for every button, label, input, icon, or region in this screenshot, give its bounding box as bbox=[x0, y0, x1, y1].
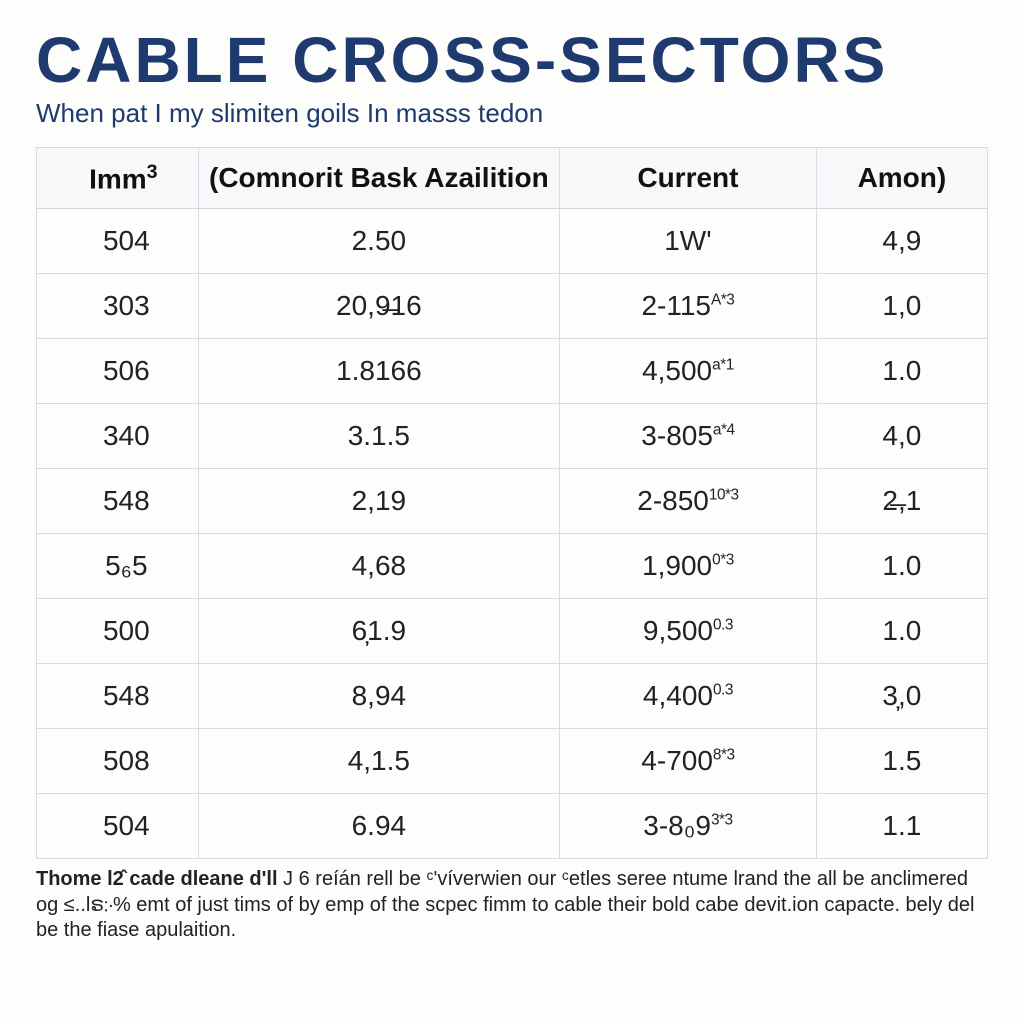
col-header-desc: (Comnorit Bask Azailition bbox=[198, 148, 559, 209]
table-row: 5488,944,4000.33̦,0 bbox=[37, 664, 988, 729]
cell-amon: 1.0 bbox=[816, 534, 987, 599]
table-row: 5₆54,681,9000*31.0 bbox=[37, 534, 988, 599]
page-title: CABLE CROSS-SECTORS bbox=[36, 28, 988, 92]
footnote: Thome l2̂ cade dleane d'll J 6 reíán rel… bbox=[36, 867, 988, 944]
cell-imm: 5₆5 bbox=[37, 534, 199, 599]
cell-desc: 20,9̶16 bbox=[198, 274, 559, 339]
page-subtitle: When pat I my slimiten goils In masss te… bbox=[36, 98, 988, 129]
cell-desc: 6̦1.9 bbox=[198, 599, 559, 664]
cell-desc: 2.50 bbox=[198, 209, 559, 274]
cell-current: 1,9000*3 bbox=[560, 534, 817, 599]
cell-current: 4-7008*3 bbox=[560, 729, 817, 794]
cell-current: 4,500a*1 bbox=[560, 339, 817, 404]
table-container: Imm3 (Comnorit Bask Azailition Current A… bbox=[36, 147, 988, 859]
cell-imm: 500 bbox=[37, 599, 199, 664]
cell-imm: 548 bbox=[37, 469, 199, 534]
cell-desc: 1.8166 bbox=[198, 339, 559, 404]
cell-imm: 504 bbox=[37, 209, 199, 274]
cell-desc: 2,19 bbox=[198, 469, 559, 534]
cell-amon: 1.5 bbox=[816, 729, 987, 794]
cell-imm: 504 bbox=[37, 794, 199, 859]
cell-imm: 508 bbox=[37, 729, 199, 794]
cell-imm: 303 bbox=[37, 274, 199, 339]
cell-current: 3-8₀93*3 bbox=[560, 794, 817, 859]
table-row: 3403.1.53-805a*44,0 bbox=[37, 404, 988, 469]
table-row: 5061.81664,500a*11.0 bbox=[37, 339, 988, 404]
cell-desc: 6.94 bbox=[198, 794, 559, 859]
cell-desc: 3.1.5 bbox=[198, 404, 559, 469]
cell-imm: 340 bbox=[37, 404, 199, 469]
page: CABLE CROSS-SECTORS When pat I my slimit… bbox=[0, 0, 1024, 1024]
cell-amon: 4,9 bbox=[816, 209, 987, 274]
table-header-row: Imm3 (Comnorit Bask Azailition Current A… bbox=[37, 148, 988, 209]
table-body: 5042.501W'4,930320,9̶162-115A*31,05061.8… bbox=[37, 209, 988, 859]
cell-desc: 4,68 bbox=[198, 534, 559, 599]
cell-amon: 4,0 bbox=[816, 404, 987, 469]
table-row: 5006̦1.99,5000.31.0 bbox=[37, 599, 988, 664]
table-row: 5042.501W'4,9 bbox=[37, 209, 988, 274]
cell-imm: 548 bbox=[37, 664, 199, 729]
cell-current: 4,4000.3 bbox=[560, 664, 817, 729]
table-row: 5046.943-8₀93*31.1 bbox=[37, 794, 988, 859]
cell-amon: 1.1 bbox=[816, 794, 987, 859]
cell-desc: 4,1.5 bbox=[198, 729, 559, 794]
col-header-amon: Amon) bbox=[816, 148, 987, 209]
table-row: 5084,1.54-7008*31.5 bbox=[37, 729, 988, 794]
cell-imm: 506 bbox=[37, 339, 199, 404]
cell-amon: 1.0 bbox=[816, 599, 987, 664]
table-row: 30320,9̶162-115A*31,0 bbox=[37, 274, 988, 339]
cell-current: 3-805a*4 bbox=[560, 404, 817, 469]
cell-current: 2-85010*3 bbox=[560, 469, 817, 534]
col-header-imm: Imm3 bbox=[37, 148, 199, 209]
cell-current: 2-115A*3 bbox=[560, 274, 817, 339]
col-header-current: Current bbox=[560, 148, 817, 209]
cell-desc: 8,94 bbox=[198, 664, 559, 729]
cell-current: 1W' bbox=[560, 209, 817, 274]
cell-current: 9,5000.3 bbox=[560, 599, 817, 664]
data-table: Imm3 (Comnorit Bask Azailition Current A… bbox=[36, 147, 988, 859]
table-row: 5482,192-85010*32̶,1 bbox=[37, 469, 988, 534]
cell-amon: 3̦,0 bbox=[816, 664, 987, 729]
cell-amon: 1,0 bbox=[816, 274, 987, 339]
cell-amon: 2̶,1 bbox=[816, 469, 987, 534]
cell-amon: 1.0 bbox=[816, 339, 987, 404]
